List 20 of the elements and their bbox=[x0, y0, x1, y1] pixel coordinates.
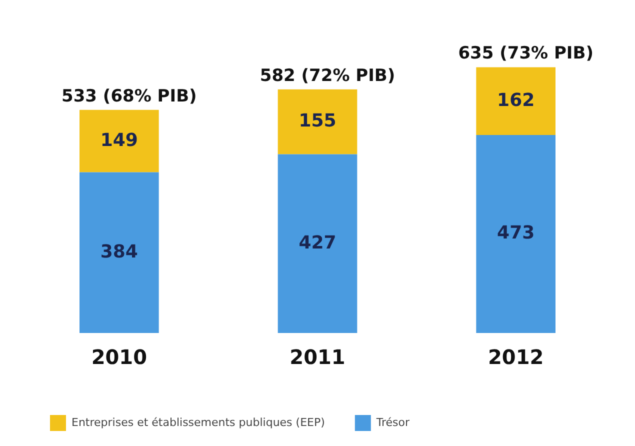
bar bbox=[80, 172, 159, 333]
legend-label: Entreprises et établissements publiques (EEP) bbox=[72, 416, 325, 429]
bar bbox=[80, 110, 159, 172]
total-label: 582 (72% PIB) bbox=[260, 66, 396, 86]
bar bbox=[476, 67, 556, 136]
bar bbox=[278, 154, 358, 333]
legend-label: Trésor bbox=[375, 416, 410, 429]
x-tick-label: 2010 bbox=[91, 345, 148, 370]
data-label: 149 bbox=[100, 130, 138, 151]
bar bbox=[278, 89, 358, 154]
data-label: 427 bbox=[298, 232, 336, 254]
data-label: 473 bbox=[497, 222, 535, 244]
data-label: 384 bbox=[100, 241, 138, 262]
data-label: 162 bbox=[497, 90, 535, 111]
data-label: 155 bbox=[298, 110, 336, 132]
total-label: 635 (73% PIB) bbox=[458, 44, 594, 64]
total-label: 533 (68% PIB) bbox=[62, 86, 197, 106]
x-tick-label: 2012 bbox=[488, 345, 544, 370]
x-tick-label: 2011 bbox=[290, 345, 346, 370]
bar bbox=[476, 135, 556, 333]
